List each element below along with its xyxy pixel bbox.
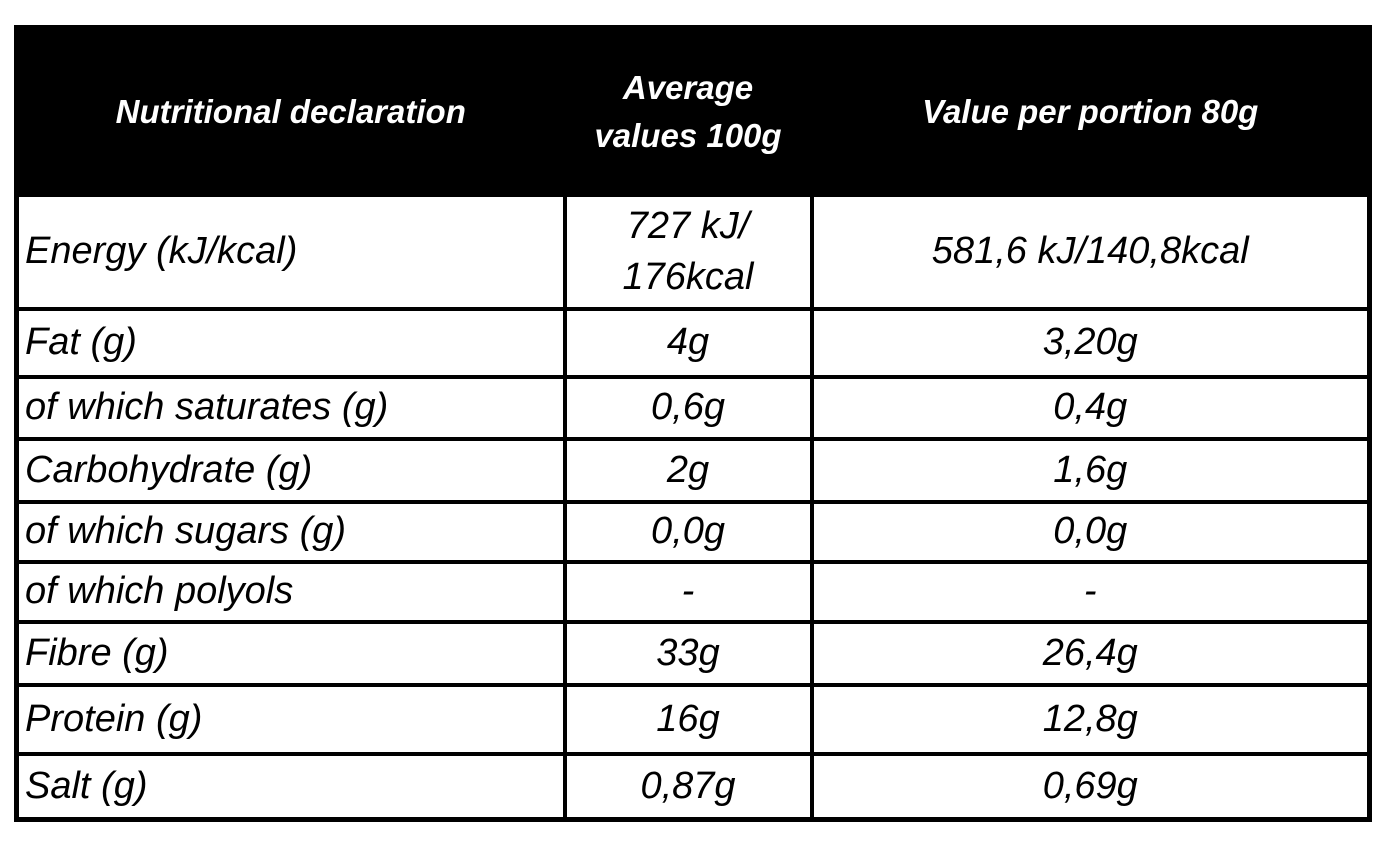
- header-row: Nutritional declaration Average values 1…: [14, 25, 1372, 197]
- value-per-100g: 33g: [562, 620, 814, 687]
- value-per-portion: -: [809, 560, 1372, 624]
- row-label: Energy (kJ/kcal): [14, 193, 567, 311]
- table-row-fat: Fat (g) 4g 3,20g: [14, 307, 1372, 379]
- table-row-protein: Protein (g) 16g 12,8g: [14, 683, 1372, 756]
- row-label: Fat (g): [14, 307, 567, 379]
- header-nutritional-declaration: Nutritional declaration: [14, 25, 567, 197]
- row-label: of which sugars (g): [14, 500, 567, 564]
- value-per-portion: 1,6g: [809, 437, 1372, 504]
- value-per-portion: 0,0g: [809, 500, 1372, 564]
- value-per-portion: 3,20g: [809, 307, 1372, 379]
- row-label: Salt (g): [14, 752, 567, 822]
- value-per-100g: 16g: [562, 683, 814, 756]
- table-row-saturates: of which saturates (g) 0,6g 0,4g: [14, 375, 1372, 441]
- row-label: Fibre (g): [14, 620, 567, 687]
- value-per-portion: 12,8g: [809, 683, 1372, 756]
- header-value-per-portion-80g: Value per portion 80g: [809, 25, 1372, 197]
- row-label: Protein (g): [14, 683, 567, 756]
- table-row-polyols: of which polyols - -: [14, 560, 1372, 624]
- value-per-100g: 0,0g: [562, 500, 814, 564]
- value-per-100g: -: [562, 560, 814, 624]
- table-row-carbohydrate: Carbohydrate (g) 2g 1,6g: [14, 437, 1372, 504]
- row-label: of which polyols: [14, 560, 567, 624]
- value-per-100g: 0,6g: [562, 375, 814, 441]
- value-per-100g: 0,87g: [562, 752, 814, 822]
- row-label: of which saturates (g): [14, 375, 567, 441]
- table-row-energy: Energy (kJ/kcal) 727 kJ/ 176kcal 581,6 k…: [14, 193, 1372, 311]
- value-per-portion: 0,69g: [809, 752, 1372, 822]
- header-average-values-100g: Average values 100g: [562, 25, 814, 197]
- value-per-100g: 4g: [562, 307, 814, 379]
- nutrition-table: Nutritional declaration Average values 1…: [14, 25, 1372, 822]
- value-per-100g: 727 kJ/ 176kcal: [562, 193, 814, 311]
- table-row-salt: Salt (g) 0,87g 0,69g: [14, 752, 1372, 822]
- value-per-portion: 581,6 kJ/140,8kcal: [809, 193, 1372, 311]
- value-per-100g: 2g: [562, 437, 814, 504]
- value-per-portion: 26,4g: [809, 620, 1372, 687]
- value-per-portion: 0,4g: [809, 375, 1372, 441]
- table-row-sugars: of which sugars (g) 0,0g 0,0g: [14, 500, 1372, 564]
- row-label: Carbohydrate (g): [14, 437, 567, 504]
- table-row-fibre: Fibre (g) 33g 26,4g: [14, 620, 1372, 687]
